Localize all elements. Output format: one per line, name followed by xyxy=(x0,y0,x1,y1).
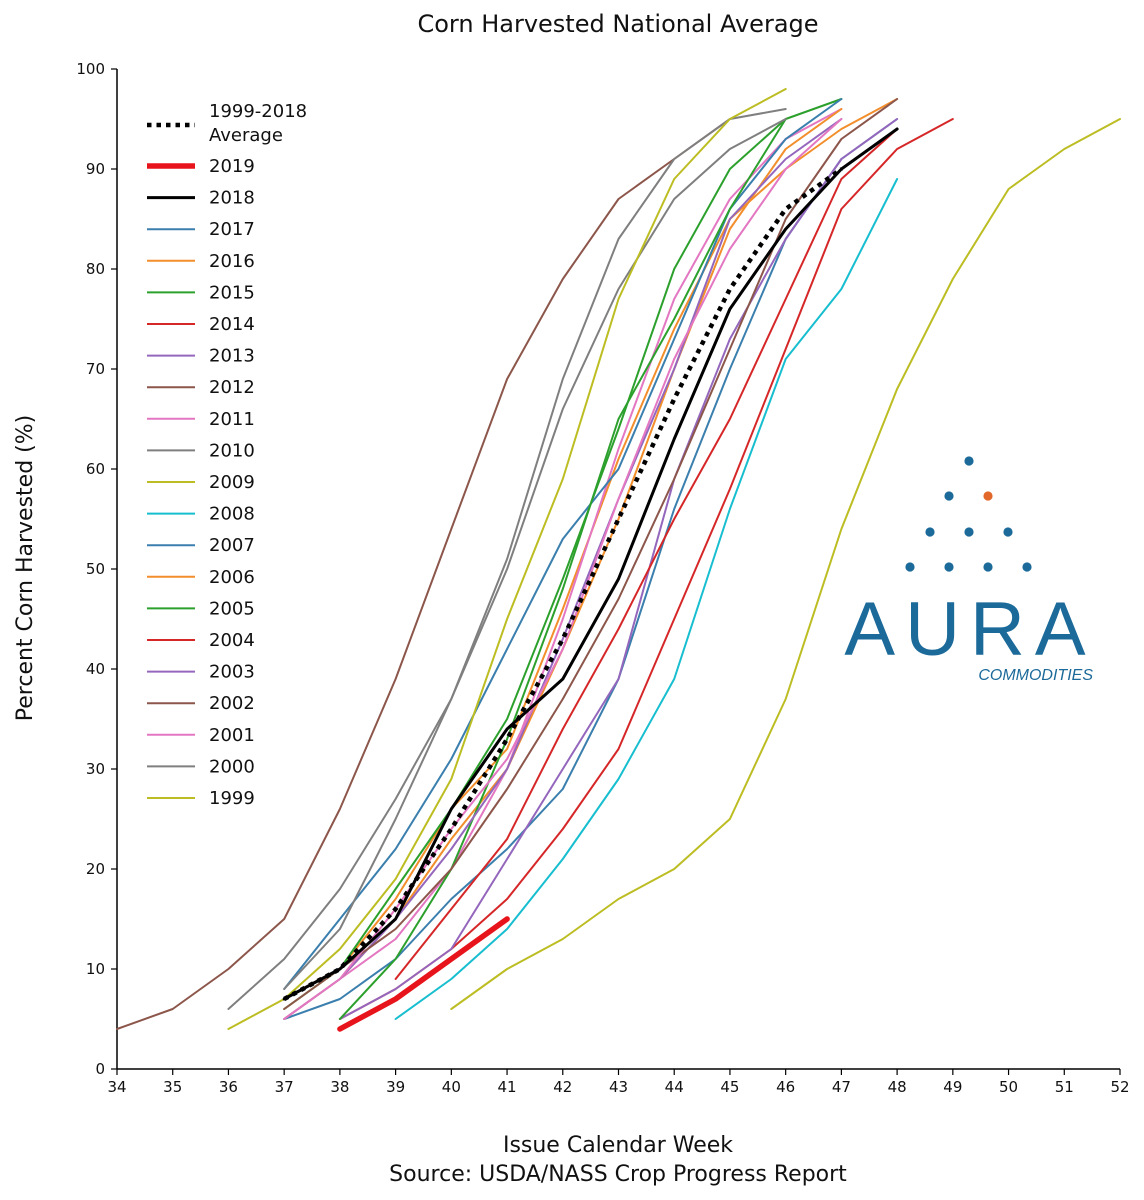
series-line-1999 xyxy=(227,88,787,1030)
series-line-2012 xyxy=(116,118,731,1030)
logo-dots xyxy=(905,456,1032,572)
series-line-2008 xyxy=(394,178,899,1020)
series-layer xyxy=(116,88,1121,1032)
y-tick-label: 20 xyxy=(86,860,105,878)
x-tick-label: 49 xyxy=(943,1078,962,1096)
aura-logo: AURA COMMODITIES xyxy=(844,456,1095,684)
x-tick-label: 36 xyxy=(219,1078,238,1096)
logo-dot xyxy=(905,562,915,572)
legend-label: 2001 xyxy=(209,725,255,746)
x-tick-label: 45 xyxy=(720,1078,739,1096)
logo-dot xyxy=(964,456,974,466)
x-tick-label: 52 xyxy=(1110,1078,1129,1096)
x-tick-label: 34 xyxy=(107,1078,126,1096)
legend-label: 2017 xyxy=(209,219,255,240)
y-tick-label: 70 xyxy=(86,360,105,378)
y-tick-label: 30 xyxy=(86,760,105,778)
legend-label: 2018 xyxy=(209,188,255,209)
legend-label: 2015 xyxy=(209,282,255,303)
legend-label: 2002 xyxy=(209,693,255,714)
x-ticks: 34 35 36 37 38 39 40 41 42 43 44 45 46 47 48 49 50 51 52 xyxy=(107,1069,1130,1096)
series-line-2002 xyxy=(283,98,899,1010)
legend-label: 2007 xyxy=(209,535,255,556)
series-line-2013 xyxy=(338,118,899,1020)
legend-label: 2004 xyxy=(209,630,255,651)
x-tick-label: 38 xyxy=(330,1078,349,1096)
logo-dot xyxy=(1003,527,1013,537)
x-axis-label: Issue Calendar Week xyxy=(503,1133,733,1158)
series-line-2003 xyxy=(283,118,843,1020)
x-tick-label: 42 xyxy=(553,1078,572,1096)
legend-label: 2019 xyxy=(209,156,255,177)
legend-label: 1999 xyxy=(209,788,255,809)
legend-label: 2016 xyxy=(209,251,255,272)
y-axis-label: Percent Corn Harvested (%) xyxy=(13,415,38,721)
logo-dot xyxy=(944,562,954,572)
logo-dot xyxy=(983,491,993,501)
legend-label: 2011 xyxy=(209,409,255,430)
legend-label: 2003 xyxy=(209,662,255,683)
x-tick-label: 50 xyxy=(999,1078,1018,1096)
series-line-2019 xyxy=(337,916,510,1032)
chart-title: Corn Harvested National Average xyxy=(417,10,818,38)
series-line-2007 xyxy=(283,98,843,990)
legend-label: 2014 xyxy=(209,314,255,335)
y-tick-label: 50 xyxy=(86,560,105,578)
y-ticks: 0 10 20 30 40 50 60 70 80 90 100 xyxy=(76,60,117,1078)
x-tick-label: 40 xyxy=(442,1078,461,1096)
series-line-2015 xyxy=(283,98,843,1010)
legend-label: 2009 xyxy=(209,472,255,493)
legend-label: 2010 xyxy=(209,440,255,461)
y-tick-label: 80 xyxy=(86,260,105,278)
series-line-2004 xyxy=(394,128,899,980)
series-line-1999-2018-average xyxy=(283,167,843,1001)
legend-label: 2008 xyxy=(209,504,255,525)
legend-label: 2005 xyxy=(209,598,255,619)
legend-label: 1999-2018 xyxy=(209,101,307,122)
y-tick-label: 60 xyxy=(86,460,105,478)
x-tick-label: 39 xyxy=(386,1078,405,1096)
x-tick-label: 43 xyxy=(609,1078,628,1096)
x-tick-label: 51 xyxy=(1055,1078,1074,1096)
logo-dot xyxy=(983,562,993,572)
x-tick-label: 48 xyxy=(888,1078,907,1096)
logo-dot xyxy=(944,491,954,501)
y-tick-label: 100 xyxy=(76,60,105,78)
y-tick-label: 40 xyxy=(86,660,105,678)
axes: 0 10 20 30 40 50 60 70 80 90 100 34 35 36 37 38 39 40 41 4… xyxy=(76,60,1129,1096)
series-line-2005 xyxy=(338,118,787,1020)
x-tick-label: 37 xyxy=(275,1078,294,1096)
y-tick-label: 90 xyxy=(86,160,105,178)
logo-dot xyxy=(1022,562,1032,572)
series-line-2001 xyxy=(283,118,843,1020)
series-line-2018 xyxy=(282,127,899,1001)
legend-label: 2006 xyxy=(209,567,255,588)
x-tick-label: 41 xyxy=(498,1078,517,1096)
series-line-2009 xyxy=(450,118,1121,1010)
logo-wordmark: AURA xyxy=(844,587,1095,672)
x-tick-label: 47 xyxy=(832,1078,851,1096)
source-note: Source: USDA/NASS Crop Progress Report xyxy=(389,1162,847,1187)
legend-label: 2013 xyxy=(209,346,255,367)
y-tick-label: 0 xyxy=(95,1060,105,1078)
x-tick-label: 46 xyxy=(776,1078,795,1096)
logo-dot xyxy=(925,527,935,537)
logo-subtitle: COMMODITIES xyxy=(978,667,1093,684)
series-line-2010 xyxy=(227,108,787,1010)
x-tick-label: 44 xyxy=(665,1078,684,1096)
logo-dot xyxy=(964,527,974,537)
x-tick-label: 35 xyxy=(163,1078,182,1096)
legend-label: Average xyxy=(209,125,283,146)
legend-label: 2000 xyxy=(209,756,255,777)
y-tick-label: 10 xyxy=(86,960,105,978)
series-line-2000 xyxy=(283,118,787,990)
legend: 1999-2018 Average 2019 2018 2017 2016 2015 2014… xyxy=(147,101,307,809)
legend-label: 2012 xyxy=(209,377,255,398)
